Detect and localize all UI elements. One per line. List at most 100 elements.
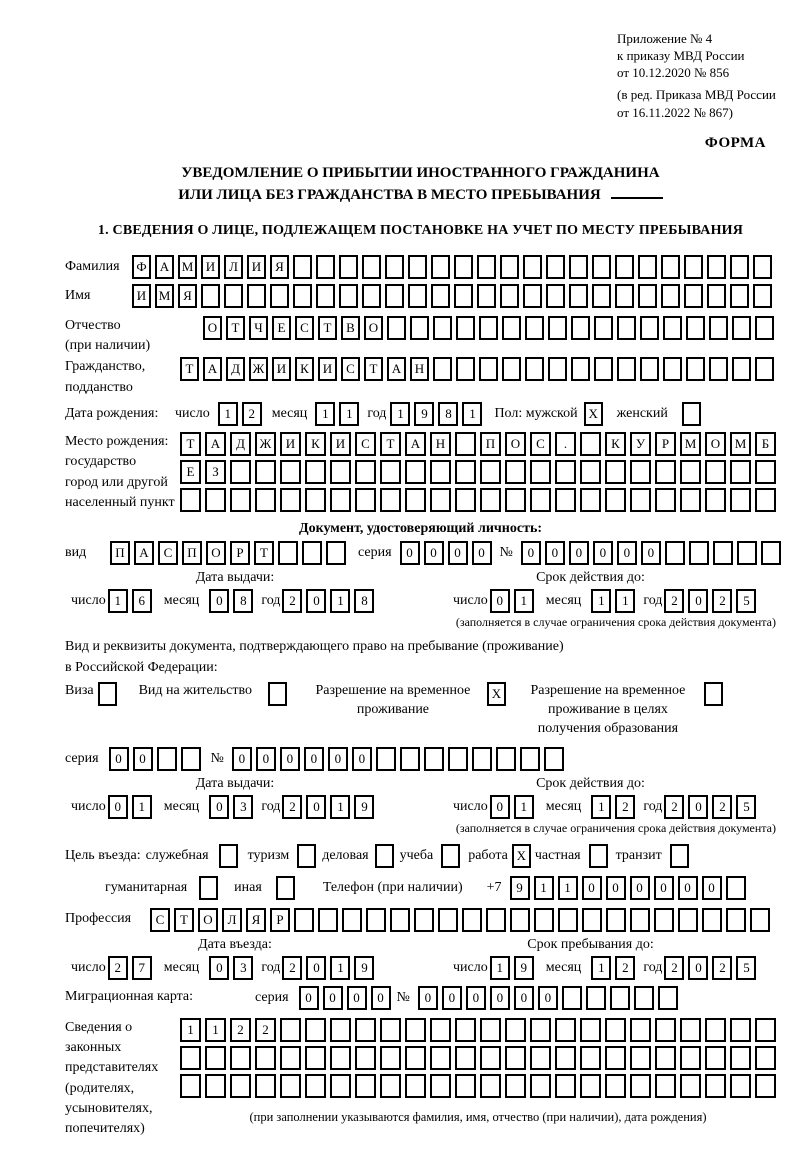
char-cell[interactable]: [633, 985, 654, 1010]
char-cell[interactable]: [280, 1045, 301, 1070]
option-temp-residence-checkbox[interactable]: X: [486, 681, 506, 706]
char-cell[interactable]: [605, 487, 626, 512]
char-cell[interactable]: 1: [330, 955, 351, 980]
char-cell[interactable]: 0: [132, 746, 153, 771]
char-cell[interactable]: 0: [306, 588, 327, 613]
char-cell[interactable]: [275, 875, 295, 900]
char-cell[interactable]: А: [155, 254, 174, 279]
char-cell[interactable]: [640, 315, 659, 340]
char-cell[interactable]: [414, 907, 434, 932]
char-cell[interactable]: Р: [270, 907, 290, 932]
char-cell[interactable]: [561, 985, 582, 1010]
char-cell[interactable]: Н: [430, 431, 451, 456]
char-cell[interactable]: 0: [544, 540, 565, 565]
char-cell[interactable]: 9: [354, 955, 375, 980]
char-cell[interactable]: 2: [664, 588, 685, 613]
char-cell[interactable]: [97, 681, 117, 706]
char-cell[interactable]: И: [318, 357, 337, 382]
char-cell[interactable]: 1: [180, 1017, 201, 1042]
char-cell[interactable]: 5: [736, 955, 757, 980]
char-cell[interactable]: [230, 487, 251, 512]
char-cell[interactable]: 0: [209, 588, 230, 613]
char-cell[interactable]: [330, 459, 351, 484]
char-cell[interactable]: О: [206, 540, 226, 565]
char-cell[interactable]: 1: [615, 588, 636, 613]
char-cell[interactable]: [480, 1045, 501, 1070]
char-cell[interactable]: [663, 315, 682, 340]
char-cell[interactable]: [399, 746, 420, 771]
char-cell[interactable]: [280, 1017, 301, 1042]
char-cell[interactable]: 2: [241, 401, 262, 426]
char-cell[interactable]: [755, 1017, 776, 1042]
char-cell[interactable]: [500, 283, 519, 308]
char-cell[interactable]: [663, 357, 682, 382]
char-cell[interactable]: [705, 1045, 726, 1070]
char-cell[interactable]: [218, 843, 238, 868]
char-cell[interactable]: [707, 283, 726, 308]
char-cell[interactable]: 9: [414, 401, 435, 426]
char-cell[interactable]: 1: [330, 588, 351, 613]
char-cell[interactable]: [355, 459, 376, 484]
char-cell[interactable]: 0: [688, 588, 709, 613]
char-cell[interactable]: Р: [655, 431, 676, 456]
char-cell[interactable]: З: [205, 459, 226, 484]
char-cell[interactable]: [280, 459, 301, 484]
char-cell[interactable]: 2: [664, 955, 685, 980]
char-cell[interactable]: [750, 907, 770, 932]
char-cell[interactable]: [755, 487, 776, 512]
char-cell[interactable]: [755, 1045, 776, 1070]
char-cell[interactable]: [471, 746, 492, 771]
char-cell[interactable]: И: [132, 283, 151, 308]
char-cell[interactable]: [408, 283, 427, 308]
char-cell[interactable]: [755, 1073, 776, 1098]
char-cell[interactable]: [362, 283, 381, 308]
char-cell[interactable]: [661, 254, 680, 279]
char-cell[interactable]: [730, 283, 749, 308]
char-cell[interactable]: [705, 459, 726, 484]
char-cell[interactable]: [681, 401, 701, 426]
char-cell[interactable]: [730, 1017, 751, 1042]
char-cell[interactable]: [505, 1045, 526, 1070]
char-cell[interactable]: [405, 1073, 426, 1098]
char-cell[interactable]: [753, 254, 772, 279]
char-cell[interactable]: [615, 283, 634, 308]
char-cell[interactable]: 2: [712, 794, 733, 819]
char-cell[interactable]: [280, 1073, 301, 1098]
char-cell[interactable]: [502, 357, 521, 382]
char-cell[interactable]: [456, 357, 475, 382]
char-cell[interactable]: А: [205, 431, 226, 456]
char-cell[interactable]: [433, 315, 452, 340]
char-cell[interactable]: 1: [489, 955, 510, 980]
char-cell[interactable]: 2: [282, 588, 303, 613]
char-cell[interactable]: [594, 357, 613, 382]
char-cell[interactable]: [661, 283, 680, 308]
char-cell[interactable]: [430, 459, 451, 484]
char-cell[interactable]: [505, 487, 526, 512]
char-cell[interactable]: [355, 1073, 376, 1098]
char-cell[interactable]: [606, 907, 626, 932]
char-cell[interactable]: 0: [489, 985, 510, 1010]
char-cell[interactable]: И: [247, 254, 266, 279]
char-cell[interactable]: [534, 907, 554, 932]
char-cell[interactable]: И: [201, 254, 220, 279]
char-cell[interactable]: [555, 459, 576, 484]
purpose-other-checkbox[interactable]: [275, 875, 295, 900]
char-cell[interactable]: [582, 907, 602, 932]
char-cell[interactable]: [294, 907, 314, 932]
char-cell[interactable]: [655, 1045, 676, 1070]
char-cell[interactable]: [408, 254, 427, 279]
char-cell[interactable]: [255, 459, 276, 484]
char-cell[interactable]: [305, 487, 326, 512]
char-cell[interactable]: [454, 283, 473, 308]
char-cell[interactable]: 0: [306, 955, 327, 980]
option-residence-permit-checkbox[interactable]: [267, 681, 287, 706]
char-cell[interactable]: [180, 1073, 201, 1098]
char-cell[interactable]: 0: [417, 985, 438, 1010]
sex-female-checkbox[interactable]: [681, 401, 701, 426]
